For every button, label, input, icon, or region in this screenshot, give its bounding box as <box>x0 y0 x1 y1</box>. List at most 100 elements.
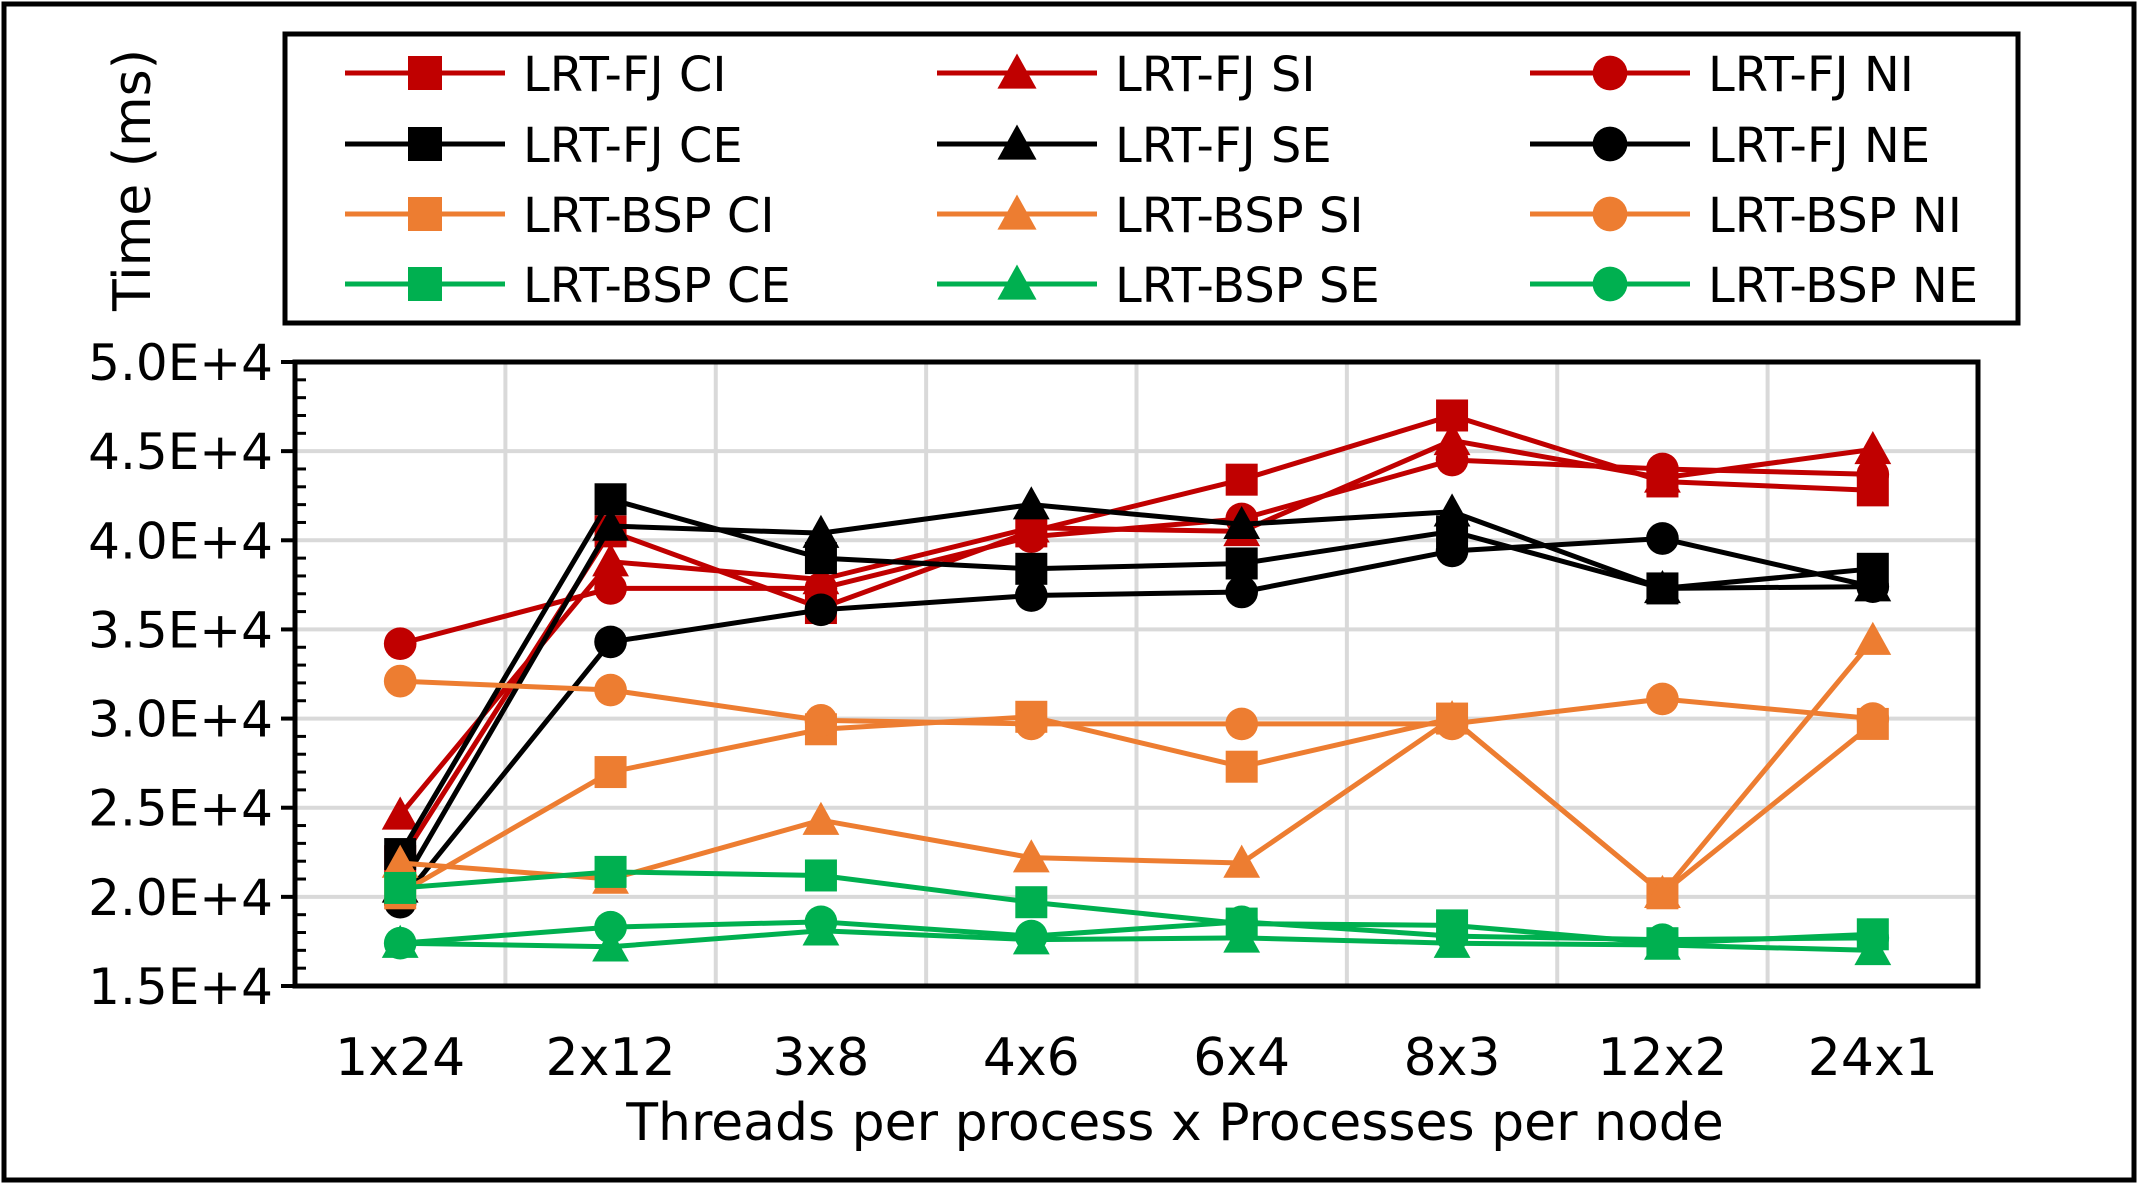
data-point <box>1435 707 1469 741</box>
series-line <box>399 919 1873 946</box>
legend-marker <box>1592 266 1628 302</box>
data-point <box>592 507 629 541</box>
legend-label: LRT-FJ CE <box>523 118 743 174</box>
data-point <box>1854 621 1892 655</box>
x-tick-label: 2x12 <box>546 1028 676 1088</box>
data-point <box>1644 570 1681 604</box>
legend: LRT-FJ CI LRT-FJ SI LRT-FJ NI LRT-FJ CE LRT-… <box>282 31 2021 326</box>
data-point <box>1225 547 1258 580</box>
data-point <box>1014 707 1048 741</box>
data-point <box>384 871 417 904</box>
data-point <box>1225 707 1259 741</box>
data-point <box>1646 452 1679 486</box>
x-tick-label: 6x4 <box>1193 1028 1290 1088</box>
data-point <box>1646 682 1679 716</box>
y-axis-label: Time (ms) <box>103 49 163 312</box>
data-point <box>594 572 627 605</box>
x-tick-label: 4x6 <box>983 1028 1080 1088</box>
data-point <box>381 844 419 878</box>
legend-label: LRT-BSP SE <box>1115 258 1380 314</box>
data-point <box>1854 430 1892 465</box>
series-line <box>399 457 1873 647</box>
series-line <box>398 502 1873 890</box>
legend-marker <box>997 194 1037 230</box>
legend-label: LRT-BSP NI <box>1708 188 1962 244</box>
data-point <box>594 673 627 707</box>
y-tick-label: 4.0E+4 <box>88 512 273 570</box>
data-point <box>804 905 838 939</box>
legend-label: LRT-FJ SI <box>1115 47 1315 103</box>
data-point <box>804 704 838 737</box>
legend-marker <box>408 127 442 161</box>
data-point <box>1225 750 1258 783</box>
data-point <box>594 756 627 789</box>
data-point <box>804 593 838 627</box>
data-point <box>1435 443 1469 477</box>
y-tick-label: 1.5E+4 <box>88 958 273 1016</box>
data-point <box>1646 923 1679 956</box>
legend-label: LRT-FJ NE <box>1708 118 1930 174</box>
data-point <box>1225 463 1258 496</box>
data-point <box>1435 919 1469 953</box>
plot-area-border <box>292 359 1981 989</box>
data-point <box>383 627 417 661</box>
data-point <box>1223 505 1261 539</box>
series-line <box>398 536 1874 904</box>
data-point <box>1015 886 1048 919</box>
data-point <box>1012 839 1050 873</box>
data-point <box>592 543 629 577</box>
x-tick-label: 1x24 <box>335 1028 465 1088</box>
legend-label: LRT-BSP CE <box>523 258 791 314</box>
data-point <box>1014 919 1048 953</box>
legend-box <box>282 31 2021 326</box>
x-tick-label: 8x3 <box>1404 1028 1501 1088</box>
data-point <box>802 801 840 835</box>
y-tick-label: 3.5E+4 <box>88 601 273 659</box>
data-point <box>1014 579 1048 612</box>
legend-marker <box>1592 126 1628 162</box>
data-point <box>1012 486 1050 520</box>
series-line <box>400 928 1873 953</box>
series-line <box>399 638 1875 896</box>
legend-label: LRT-FJ SE <box>1115 118 1332 174</box>
y-tick-label: 2.0E+4 <box>88 869 273 927</box>
data-point <box>594 855 627 888</box>
data-point <box>1856 570 1890 603</box>
data-point <box>1014 520 1048 554</box>
legend-marker <box>1592 55 1628 91</box>
data-point <box>383 926 417 960</box>
data-point <box>1225 905 1259 939</box>
data-point <box>1856 702 1890 735</box>
legend-label: LRT-BSP NE <box>1708 258 1978 314</box>
data-point <box>1646 522 1679 555</box>
data-point <box>804 859 837 892</box>
data-point <box>594 910 627 944</box>
data-point <box>1223 844 1261 878</box>
x-tick-label: 24x1 <box>1808 1028 1938 1088</box>
y-tick-label: 5.0E+4 <box>88 334 273 392</box>
data-point <box>381 796 419 830</box>
series-line <box>400 678 1874 727</box>
data-point <box>1644 874 1681 909</box>
y-tick-label: 4.5E+4 <box>88 423 273 481</box>
legend-label: LRT-BSP SI <box>1115 188 1364 244</box>
legend-marker <box>408 197 442 231</box>
y-tick-label: 2.5E+4 <box>88 780 273 838</box>
data-point <box>802 514 840 548</box>
data-point <box>1435 534 1469 568</box>
data-point <box>1225 575 1259 609</box>
x-axis-label: Threads per process x Processes per node <box>625 1093 1724 1153</box>
axis-layer: 1.5E+4 2.0E+4 2.5E+4 3.0E+4 3.5E+4 4.0E+4 4.5E… <box>88 334 1938 1088</box>
legend-label: LRT-BSP CI <box>523 188 775 244</box>
data-point <box>592 928 629 962</box>
x-tick-label: 12x2 <box>1597 1028 1727 1088</box>
data-point <box>594 625 627 659</box>
x-tick-label: 3x8 <box>772 1028 869 1088</box>
data-point <box>1856 458 1890 491</box>
legend-marker <box>997 264 1037 300</box>
legend-marker <box>997 53 1037 89</box>
y-tick-label: 3.0E+4 <box>88 691 273 749</box>
series-line <box>398 496 1874 856</box>
